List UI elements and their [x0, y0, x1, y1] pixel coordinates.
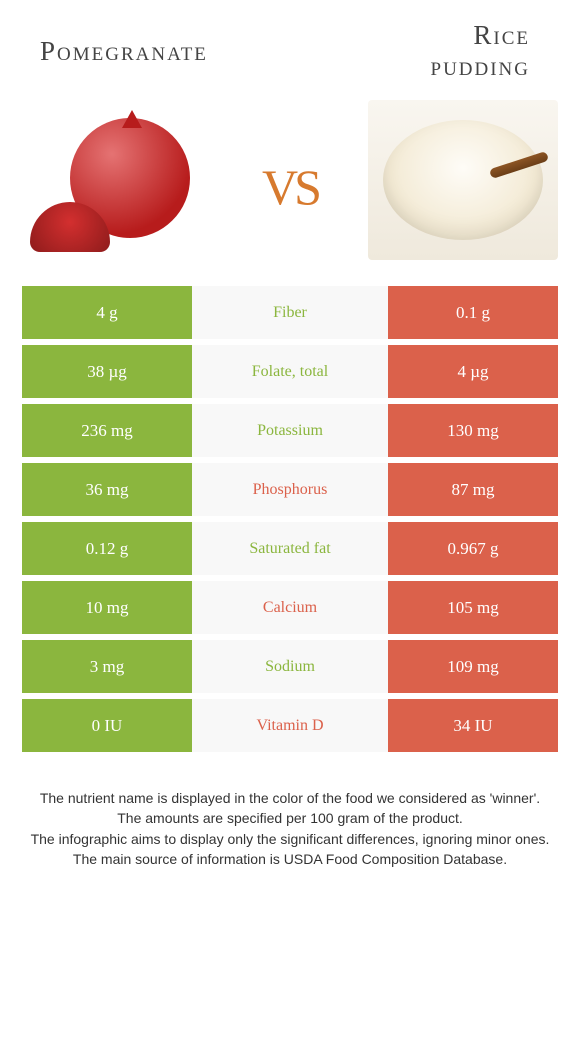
- right-value: 0.967 g: [388, 522, 558, 575]
- left-value: 0.12 g: [22, 522, 192, 575]
- images-row: vs: [22, 100, 558, 260]
- footer-line: The nutrient name is displayed in the co…: [28, 788, 552, 808]
- right-food-title-line2: pudding: [431, 51, 531, 81]
- right-value: 105 mg: [388, 581, 558, 634]
- left-value: 236 mg: [22, 404, 192, 457]
- header: Pomegranate Rice pudding: [22, 20, 558, 82]
- vs-label: vs: [262, 144, 318, 216]
- right-food-title: Rice pudding: [285, 20, 558, 82]
- footer-notes: The nutrient name is displayed in the co…: [22, 788, 558, 869]
- right-value: 87 mg: [388, 463, 558, 516]
- right-value: 130 mg: [388, 404, 558, 457]
- nutrient-row: 0.12 gSaturated fat0.967 g: [22, 522, 558, 575]
- footer-line: The infographic aims to display only the…: [28, 829, 552, 849]
- nutrient-row: 4 gFiber0.1 g: [22, 286, 558, 339]
- right-value: 4 µg: [388, 345, 558, 398]
- pomegranate-image: [22, 100, 212, 260]
- nutrient-table: 4 gFiber0.1 g 38 µgFolate, total4 µg 236 m…: [22, 286, 558, 752]
- nutrient-name: Potassium: [192, 404, 388, 457]
- nutrient-row: 10 mgCalcium105 mg: [22, 581, 558, 634]
- nutrient-row: 38 µgFolate, total4 µg: [22, 345, 558, 398]
- left-value: 3 mg: [22, 640, 192, 693]
- left-value: 10 mg: [22, 581, 192, 634]
- nutrient-row: 236 mgPotassium130 mg: [22, 404, 558, 457]
- nutrient-row: 0 IUVitamin D34 IU: [22, 699, 558, 752]
- nutrient-name: Saturated fat: [192, 522, 388, 575]
- nutrient-row: 3 mgSodium109 mg: [22, 640, 558, 693]
- right-value: 109 mg: [388, 640, 558, 693]
- nutrient-name: Phosphorus: [192, 463, 388, 516]
- rice-pudding-image: [368, 100, 558, 260]
- right-value: 34 IU: [388, 699, 558, 752]
- nutrient-row: 36 mgPhosphorus87 mg: [22, 463, 558, 516]
- right-food-title-line1: Rice: [473, 20, 530, 50]
- nutrient-name: Sodium: [192, 640, 388, 693]
- nutrient-name: Folate, total: [192, 345, 388, 398]
- nutrient-name: Fiber: [192, 286, 388, 339]
- left-value: 0 IU: [22, 699, 192, 752]
- nutrient-name: Calcium: [192, 581, 388, 634]
- nutrient-name: Vitamin D: [192, 699, 388, 752]
- left-value: 36 mg: [22, 463, 192, 516]
- footer-line: The amounts are specified per 100 gram o…: [28, 808, 552, 828]
- left-value: 4 g: [22, 286, 192, 339]
- left-food-title: Pomegranate: [22, 36, 285, 67]
- footer-line: The main source of information is USDA F…: [28, 849, 552, 869]
- left-value: 38 µg: [22, 345, 192, 398]
- right-value: 0.1 g: [388, 286, 558, 339]
